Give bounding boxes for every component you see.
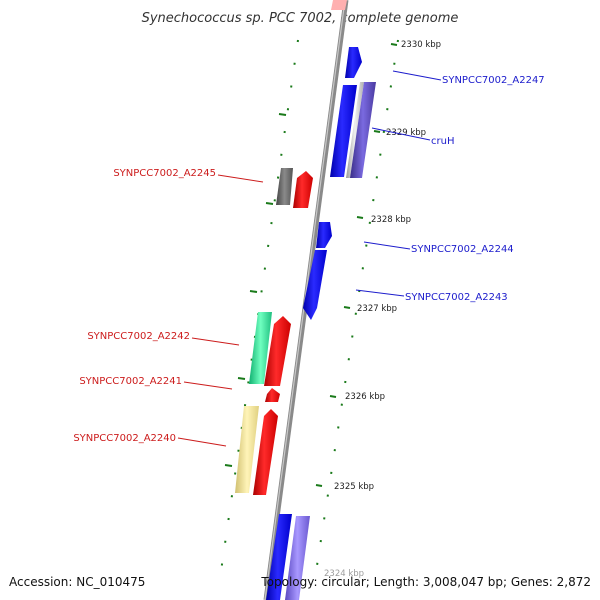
tick-label: 2326 kbp bbox=[345, 392, 385, 402]
tick-mark bbox=[373, 130, 381, 133]
tick-mark bbox=[390, 43, 398, 46]
gene-arrow-forward[interactable] bbox=[285, 516, 310, 600]
tick-mark bbox=[224, 464, 233, 467]
gene-arrow-reverse[interactable] bbox=[235, 406, 259, 493]
gene-label-forward[interactable]: cruH bbox=[431, 136, 454, 147]
tick-label: 2329 kbp bbox=[386, 128, 426, 138]
tick-label: 2327 kbp bbox=[357, 304, 397, 314]
tick-mark bbox=[356, 216, 364, 219]
gene-arrow-forward[interactable] bbox=[303, 250, 327, 320]
tick-mark bbox=[343, 306, 351, 309]
gene-label-reverse[interactable]: SYNPCC7002_A2240 bbox=[73, 433, 176, 444]
tick-2326: 2326 kbp bbox=[329, 392, 385, 402]
leader-line bbox=[183, 381, 233, 390]
leader-line bbox=[355, 289, 405, 297]
tick-label: 2328 kbp bbox=[371, 215, 411, 225]
gene-arrow-reverse[interactable] bbox=[253, 409, 278, 495]
faded-gene-top bbox=[331, 0, 347, 10]
tick-mark bbox=[265, 202, 274, 205]
tick-label: 2330 kbp bbox=[401, 40, 441, 50]
gene-arrow-reverse[interactable] bbox=[265, 388, 280, 402]
tick-mark bbox=[278, 113, 287, 116]
leader-line bbox=[191, 337, 240, 346]
tick-mark bbox=[329, 395, 337, 398]
gene-arrow-forward[interactable] bbox=[350, 82, 376, 178]
tick-mark bbox=[249, 290, 258, 293]
inner-ring-ticks bbox=[224, 113, 287, 467]
gene-arrow-forward[interactable] bbox=[316, 222, 332, 248]
gene-arrow-reverse[interactable] bbox=[264, 316, 291, 386]
gene-arrow-reverse[interactable] bbox=[276, 168, 293, 205]
gene-label-forward[interactable]: SYNPCC7002_A2247 bbox=[442, 75, 545, 86]
accession-text: Accession: NC_010475 bbox=[9, 575, 145, 589]
tick-mark bbox=[237, 377, 246, 380]
tick-label: 2325 kbp bbox=[334, 482, 374, 492]
tick-label: 2324 kbp bbox=[324, 569, 364, 579]
leader-line bbox=[392, 70, 442, 81]
gene-arrow-reverse[interactable] bbox=[293, 171, 313, 208]
tick-2327: 2327 kbp bbox=[343, 304, 397, 314]
tick-2324: 2324 kbp bbox=[324, 569, 364, 579]
gene-arrow-forward[interactable] bbox=[345, 47, 362, 78]
leader-line bbox=[217, 174, 264, 183]
tick-2325: 2325 kbp bbox=[315, 482, 374, 492]
tick-mark bbox=[315, 484, 323, 487]
map-title: Synechococcus sp. PCC 7002, complete gen… bbox=[142, 11, 459, 26]
gene-label-forward[interactable]: SYNPCC7002_A2243 bbox=[405, 292, 508, 303]
gene-label-forward[interactable]: SYNPCC7002_A2244 bbox=[411, 244, 514, 255]
gene-arrow-forward[interactable] bbox=[346, 82, 364, 178]
gene-label-reverse[interactable]: SYNPCC7002_A2241 bbox=[79, 376, 182, 387]
genome-summary-text: Topology: circular; Length: 3,008,047 bp… bbox=[260, 575, 591, 589]
leader-line bbox=[177, 437, 227, 447]
tick-2329: 2329 kbp bbox=[373, 128, 426, 138]
gene-arrow-forward[interactable] bbox=[266, 514, 292, 600]
gene-arrow-forward[interactable] bbox=[330, 85, 357, 177]
gene-label-reverse[interactable]: SYNPCC7002_A2245 bbox=[113, 168, 216, 179]
leader-line bbox=[363, 241, 411, 250]
leader-line bbox=[371, 127, 431, 141]
tick-2330: 2330 kbp bbox=[390, 40, 441, 50]
gene-arrow-reverse[interactable] bbox=[249, 312, 272, 384]
gene-label-reverse[interactable]: SYNPCC7002_A2242 bbox=[87, 331, 190, 342]
tick-2328: 2328 kbp bbox=[356, 215, 411, 225]
